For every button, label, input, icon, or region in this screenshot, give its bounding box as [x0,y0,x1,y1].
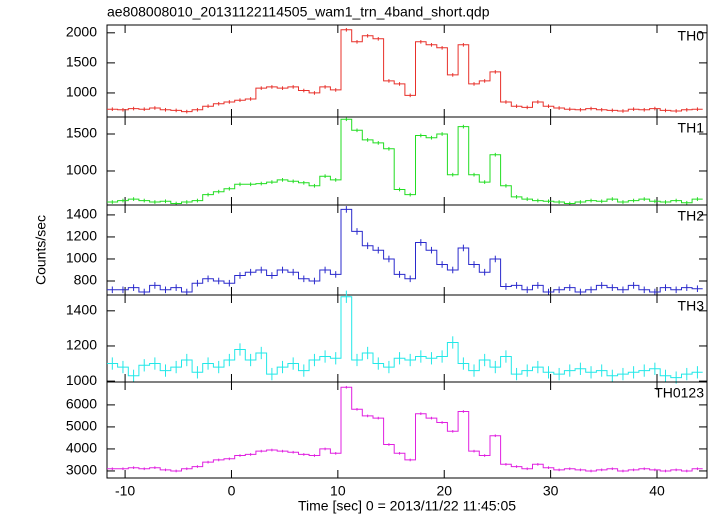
x-tick-label: 40 [649,483,665,499]
y-tick-label: 1500 [66,125,97,141]
y-tick-label: 1400 [66,206,97,222]
x-tick-label: 20 [436,483,452,499]
y-tick-label: 6000 [66,396,97,412]
y-tick-label: 1200 [66,228,97,244]
y-tick-label: 800 [74,272,98,288]
y-tick-label: 3000 [66,462,97,478]
step-line [107,296,703,379]
y-tick-label: 1000 [66,372,97,388]
x-tick-label: 30 [543,483,559,499]
panel-frame [106,381,708,479]
y-tick-label: 2000 [66,24,97,40]
y-axis-label: Counts/sec [33,215,49,285]
step-line [107,208,703,293]
y-tick-label: 1000 [66,84,97,100]
panel-frame [106,116,708,206]
x-axis-label: Time [sec] 0 = 2013/11/22 11:45:05 [298,498,516,514]
y-tick-label: 1500 [66,54,97,70]
y-tick-label: 1000 [66,250,97,266]
y-tick-label: 4000 [66,440,97,456]
panel-label: TH0123 [654,385,704,401]
panel-label: TH2 [678,208,705,224]
y-tick-label: 1200 [66,337,97,353]
y-tick-label: 1400 [66,302,97,318]
panel-label: TH3 [678,298,705,314]
step-line [107,386,703,472]
step-line [107,118,703,204]
chart-title: ae808008010_20131122114505_wam1_trn_4ban… [107,4,490,20]
panel-label: TH1 [678,120,705,136]
x-tick-label: 0 [228,483,236,499]
x-tick-label: -10 [115,483,135,499]
step-line [107,29,703,113]
y-tick-label: 5000 [66,418,97,434]
panel-label: TH0 [678,28,705,44]
panel-frame [106,24,708,118]
x-tick-label: 10 [330,483,346,499]
y-tick-label: 1000 [66,162,97,178]
